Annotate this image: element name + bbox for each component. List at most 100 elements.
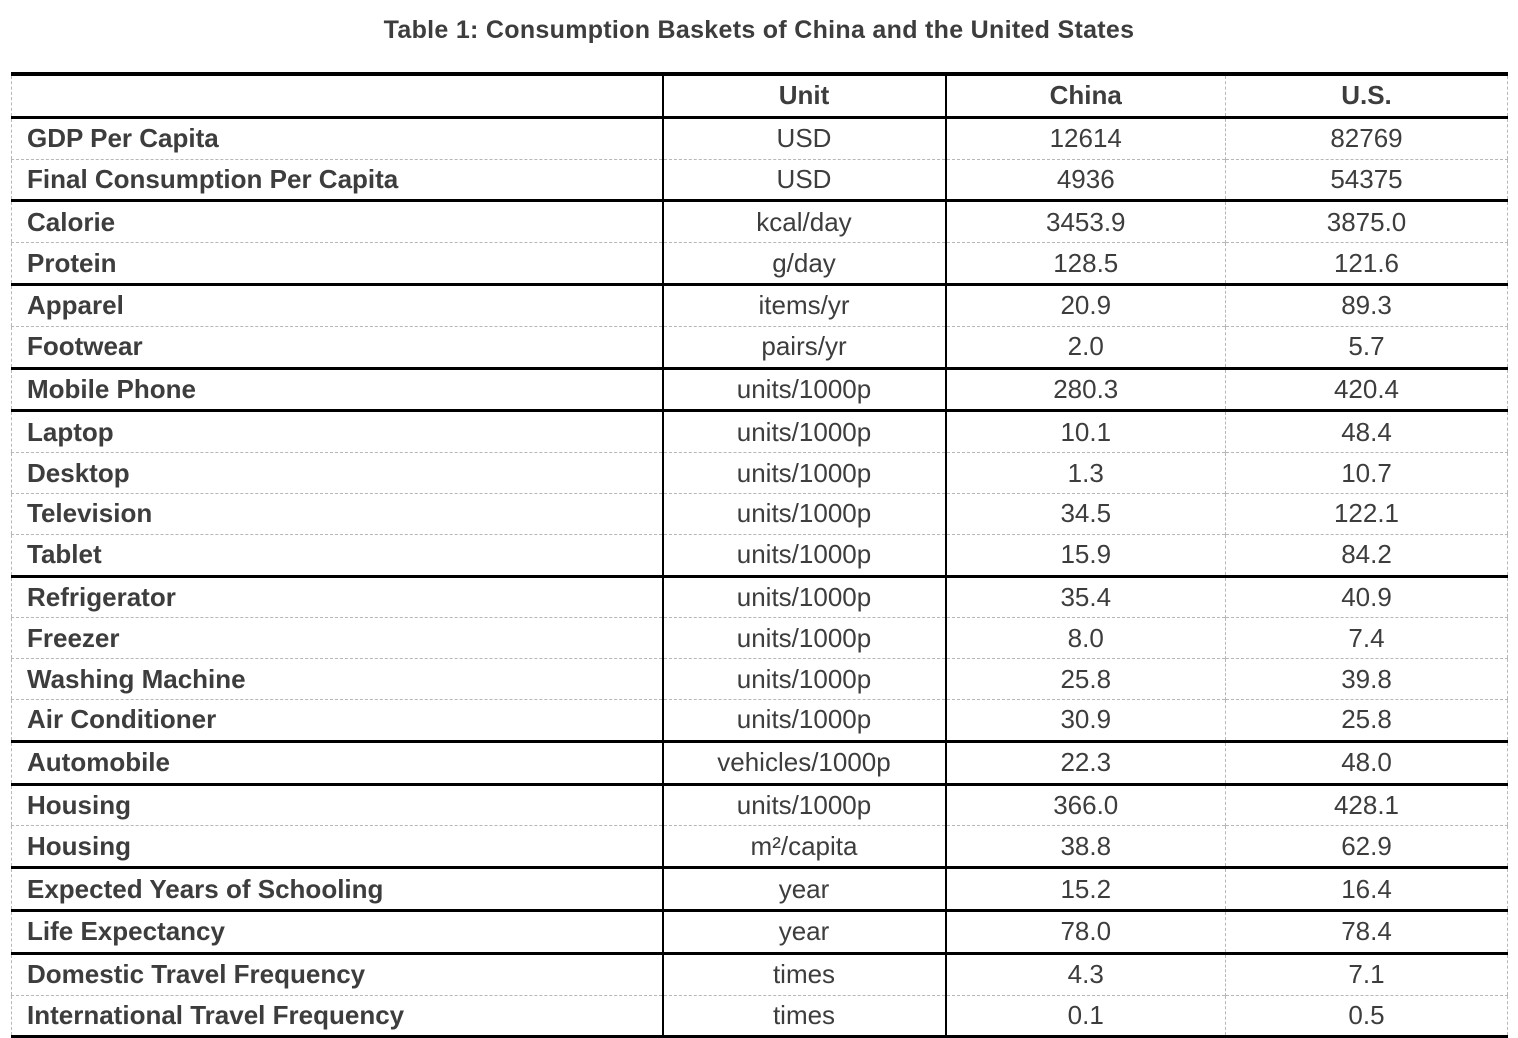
row-label: Apparel (11, 284, 664, 327)
row-us-value: 78.4 (1341, 916, 1392, 947)
row-us-value: 48.4 (1341, 416, 1392, 447)
row-us-value: 82769 (1330, 123, 1403, 154)
row-unit: units/1000p (662, 452, 947, 494)
row-china-value: 12614 (945, 117, 1226, 160)
table-body: GDP Per Capita USD 12614 82769 Final Con… (11, 117, 1508, 1037)
row-unit: units/1000p (662, 658, 947, 700)
row-unit: units/1000p (662, 368, 947, 411)
row-unit: units/1000p (662, 534, 947, 577)
header-blank-cell (11, 74, 664, 118)
row-unit: times (662, 953, 947, 996)
consumption-table: Unit China U.S. GDP Per Capita USD 12614… (11, 72, 1508, 1038)
table-row: Freezer units/1000p 8.0 7.4 (11, 617, 1508, 659)
row-label: Washing Machine (11, 658, 664, 700)
row-unit: units/1000p (662, 493, 947, 535)
table-row: Protein g/day 128.5 121.6 (11, 242, 1508, 285)
row-us-value: 428.1 (1333, 789, 1400, 820)
row-china-value: 8.0 (945, 617, 1226, 659)
row-label: Laptop (11, 410, 664, 453)
row-label: Domestic Travel Frequency (11, 953, 664, 996)
table-row: Television units/1000p 34.5 122.1 (11, 493, 1508, 535)
row-unit: times (662, 995, 947, 1037)
header-row: Unit China U.S. (11, 74, 1508, 118)
row-china-value: 15.9 (945, 534, 1226, 577)
table-row: Housing units/1000p 366.0 428.1 (11, 784, 1508, 826)
row-china-value: 15.2 (945, 867, 1226, 911)
row-label: Housing (11, 825, 664, 868)
row-china-value: 25.8 (945, 658, 1226, 700)
row-unit: units/1000p (662, 784, 947, 826)
row-label: Automobile (11, 741, 664, 785)
table-title: Table 1: Consumption Baskets of China an… (383, 16, 1135, 44)
row-unit: m²/capita (662, 825, 947, 868)
row-us-value: 420.4 (1333, 373, 1400, 404)
header-us: U.S. (1341, 80, 1392, 111)
row-china-value: 30.9 (945, 699, 1226, 742)
table-row: Refrigerator units/1000p 35.4 40.9 (11, 576, 1508, 618)
table-row: Laptop units/1000p 10.1 48.4 (11, 410, 1508, 453)
row-china-value: 35.4 (945, 576, 1226, 618)
table-row: Housing m²/capita 38.8 62.9 (11, 825, 1508, 868)
row-label: Calorie (11, 200, 664, 243)
row-us-value: 84.2 (1341, 539, 1392, 570)
row-label: Final Consumption Per Capita (11, 159, 664, 201)
table-row: Expected Years of Schooling year 15.2 16… (11, 867, 1508, 911)
table-row: Mobile Phone units/1000p 280.3 420.4 (11, 368, 1508, 411)
table-row: Desktop units/1000p 1.3 10.7 (11, 452, 1508, 494)
row-unit: pairs/yr (662, 326, 947, 369)
row-china-value: 280.3 (945, 368, 1226, 411)
table-row: Air Conditioner units/1000p 30.9 25.8 (11, 699, 1508, 742)
row-china-value: 1.3 (945, 452, 1226, 494)
table-row: Footwear pairs/yr 2.0 5.7 (11, 326, 1508, 369)
row-label: Housing (11, 784, 664, 826)
row-us-value: 25.8 (1341, 704, 1392, 735)
row-unit: units/1000p (662, 617, 947, 659)
row-us-value: 48.0 (1341, 747, 1392, 778)
row-us-value: 16.4 (1341, 873, 1392, 904)
table-row: Life Expectancy year 78.0 78.4 (11, 910, 1508, 954)
row-label: Television (11, 493, 664, 535)
row-us-value: 3875.0 (1326, 206, 1407, 237)
row-unit: kcal/day (662, 200, 947, 243)
table-row: Apparel items/yr 20.9 89.3 (11, 284, 1508, 327)
row-us-value: 7.4 (1348, 622, 1385, 653)
row-label: Life Expectancy (11, 910, 664, 954)
row-label: Freezer (11, 617, 664, 659)
row-china-value: 20.9 (945, 284, 1226, 327)
row-unit: units/1000p (662, 699, 947, 742)
row-label: International Travel Frequency (11, 995, 664, 1037)
row-china-value: 10.1 (945, 410, 1226, 453)
row-us-value: 7.1 (1348, 959, 1385, 990)
row-label: Air Conditioner (11, 699, 664, 742)
table-row: Tablet units/1000p 15.9 84.2 (11, 534, 1508, 577)
row-us-value: 122.1 (1333, 498, 1400, 529)
row-unit: units/1000p (662, 410, 947, 453)
row-us-value: 39.8 (1341, 663, 1392, 694)
row-china-value: 34.5 (945, 493, 1226, 535)
row-unit: items/yr (662, 284, 947, 327)
table-row: Domestic Travel Frequency times 4.3 7.1 (11, 953, 1508, 996)
row-china-value: 0.1 (945, 995, 1226, 1037)
row-unit: USD (662, 117, 947, 160)
row-china-value: 78.0 (945, 910, 1226, 954)
row-label: Mobile Phone (11, 368, 664, 411)
table-row: Calorie kcal/day 3453.9 3875.0 (11, 200, 1508, 243)
table-row: Automobile vehicles/1000p 22.3 48.0 (11, 741, 1508, 785)
header-china: China (945, 74, 1226, 118)
row-china-value: 22.3 (945, 741, 1226, 785)
header-unit: Unit (662, 74, 947, 118)
row-label: Protein (11, 242, 664, 285)
row-china-value: 2.0 (945, 326, 1226, 369)
row-us-value: 54375 (1330, 163, 1403, 194)
row-us-value: 0.5 (1348, 999, 1385, 1030)
row-unit: units/1000p (662, 576, 947, 618)
row-us-value: 40.9 (1341, 581, 1392, 612)
row-china-value: 4.3 (945, 953, 1226, 996)
row-unit: year (662, 910, 947, 954)
table-row: International Travel Frequency times 0.1… (11, 995, 1508, 1037)
row-china-value: 3453.9 (945, 200, 1226, 243)
row-us-value: 121.6 (1333, 247, 1400, 278)
row-us-value: 62.9 (1341, 830, 1392, 861)
table-row: GDP Per Capita USD 12614 82769 (11, 117, 1508, 160)
